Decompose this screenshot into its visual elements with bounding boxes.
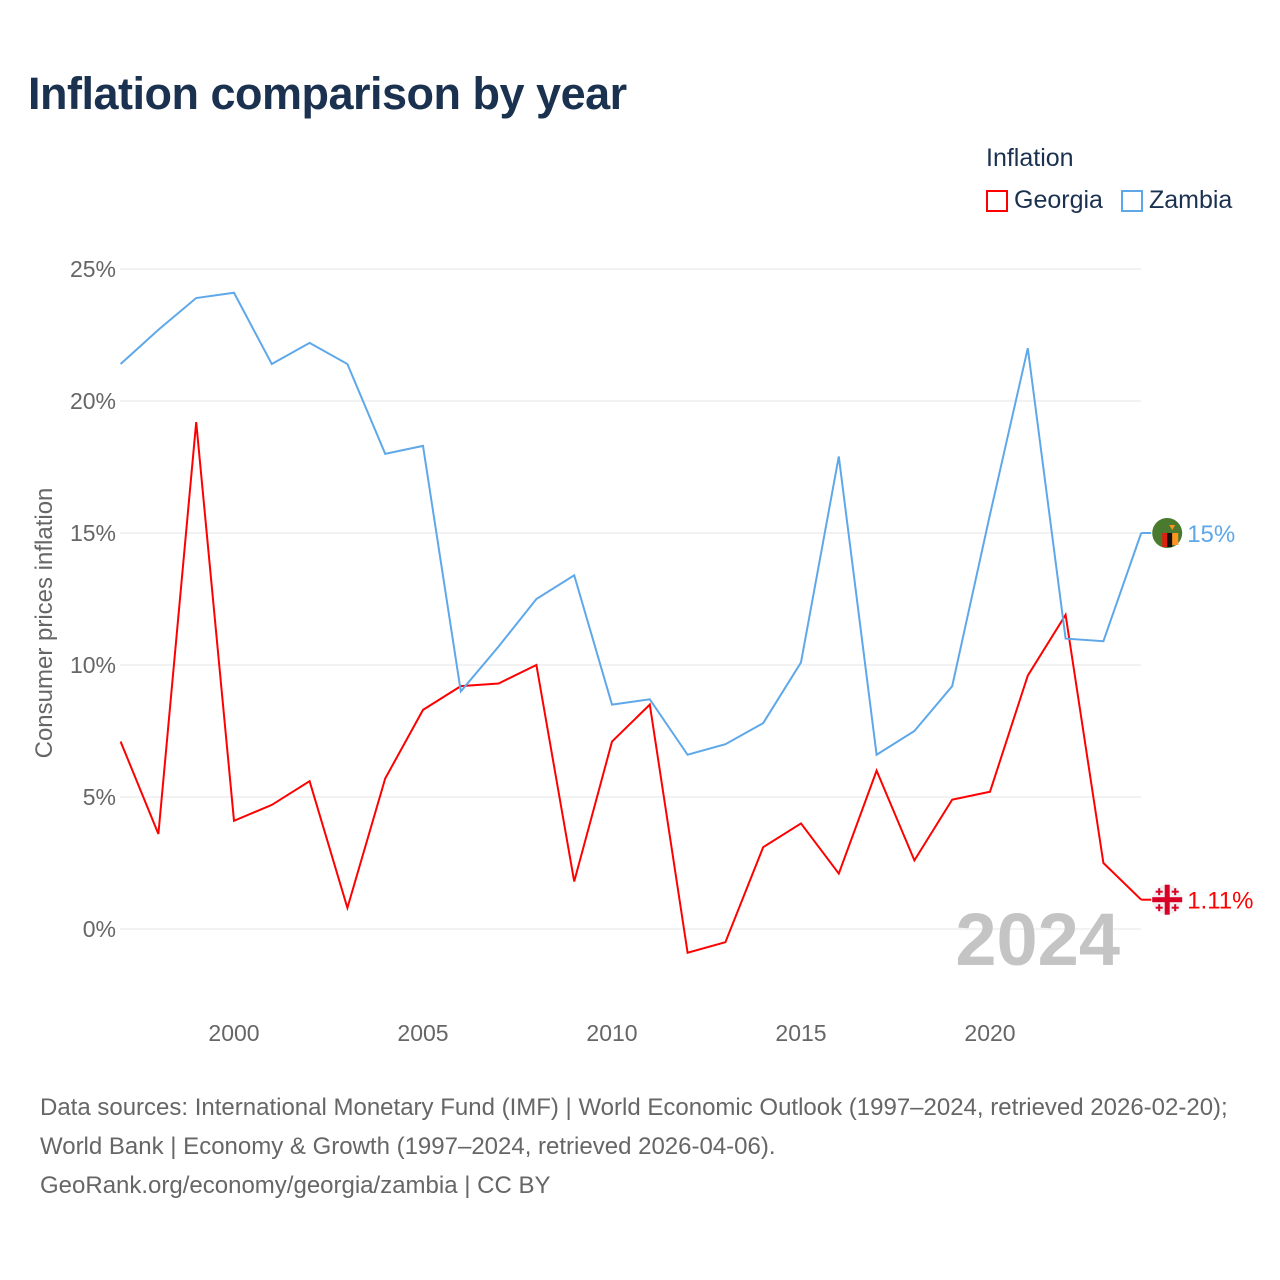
data-point-zambia [647, 697, 652, 702]
zambia-flag-red [1162, 533, 1168, 547]
data-point-georgia [232, 818, 237, 823]
legend-item-georgia[interactable]: Georgia [986, 186, 1103, 215]
data-point-zambia [269, 362, 274, 367]
zambia-flag-eagle [1169, 525, 1176, 530]
data-point-zambia [383, 451, 388, 456]
data-point-zambia [950, 684, 955, 689]
data-point-georgia [1101, 861, 1106, 866]
legend-swatch-georgia [986, 189, 1008, 212]
georgia-flag-small-cross [1155, 890, 1163, 893]
y-tick-label: 0% [83, 916, 116, 942]
zambia-flag-orange [1172, 533, 1179, 545]
end-value-label-georgia: 1.11% [1187, 888, 1253, 915]
chart-title: Inflation comparison by year [28, 68, 627, 119]
data-point-zambia [912, 729, 917, 734]
data-point-zambia [232, 290, 237, 295]
data-point-georgia [988, 789, 993, 794]
legend-item-zambia[interactable]: Zambia [1120, 186, 1233, 215]
y-tick-label: 25% [70, 256, 116, 282]
data-point-zambia [345, 362, 350, 367]
x-tick-label: 2005 [397, 1020, 448, 1046]
y-tick-label: 15% [70, 520, 116, 546]
data-point-georgia [307, 779, 312, 784]
y-tick-label: 5% [83, 784, 116, 810]
data-point-zambia [118, 362, 123, 367]
data-point-georgia [421, 707, 426, 712]
credit-link[interactable]: GeoRank.org/economy/georgia/zambia | CC … [40, 1172, 551, 1199]
end-value-label-zambia: 15% [1187, 521, 1235, 548]
data-point-georgia [496, 681, 501, 686]
legend-title: Inflation [986, 144, 1074, 172]
data-point-georgia [723, 940, 728, 945]
end-labels: 1.11% 15% [1141, 518, 1253, 915]
data-point-georgia [912, 858, 917, 863]
y-tick-label: 20% [70, 388, 116, 414]
data-point-zambia [496, 644, 501, 649]
georgia-flag-small-cross [1171, 890, 1179, 893]
data-point-georgia [874, 768, 879, 773]
data-point-zambia [194, 296, 199, 301]
data-point-zambia [723, 742, 728, 747]
data-point-zambia [610, 702, 615, 707]
data-point-zambia [761, 721, 766, 726]
georgia-flag-small-cross [1171, 906, 1179, 909]
data-point-zambia [421, 443, 426, 448]
data-point-georgia [118, 739, 123, 744]
data-point-zambia [1063, 636, 1068, 641]
grid: 0% 5% 10% 15% 20% 25% 2000 2005 2010 2015 2020 [70, 256, 1141, 1046]
data-point-georgia [1063, 612, 1068, 617]
zambia-flag-black [1167, 533, 1173, 547]
data-point-georgia [534, 663, 539, 668]
data-point-georgia [269, 802, 274, 807]
data-point-georgia [1025, 673, 1030, 678]
data-point-zambia [874, 752, 879, 757]
data-point-zambia [534, 597, 539, 602]
x-tick-label: 2015 [775, 1020, 826, 1046]
data-point-georgia [610, 739, 615, 744]
data-point-zambia [685, 752, 690, 757]
legend-swatch-zambia [1120, 189, 1143, 212]
legend-label-zambia: Zambia [1148, 186, 1233, 214]
data-point-zambia [988, 512, 993, 517]
x-tick-label: 2020 [964, 1020, 1015, 1046]
data-point-georgia [761, 845, 766, 850]
x-tick-label: 2010 [586, 1020, 637, 1046]
data-point-zambia [799, 660, 804, 665]
data-point-zambia [307, 340, 312, 345]
data-point-georgia [194, 420, 199, 425]
data-point-georgia [383, 776, 388, 781]
series-lines [118, 290, 1143, 955]
footer: Data sources: International Monetary Fun… [40, 1088, 1250, 1205]
data-point-georgia [345, 905, 350, 910]
data-point-georgia [799, 821, 804, 826]
data-point-zambia [458, 689, 463, 694]
legend-label-georgia: Georgia [1014, 186, 1103, 214]
data-point-zambia [1101, 639, 1106, 644]
data-point-georgia [950, 797, 955, 802]
x-tick-label: 2000 [208, 1020, 259, 1046]
data-point-zambia [156, 327, 161, 332]
data-point-georgia [572, 879, 577, 884]
y-axis-label: Consumer prices inflation [31, 488, 58, 759]
georgia-flag-small-cross [1155, 906, 1163, 909]
data-point-zambia [836, 454, 841, 459]
year-watermark: 2024 [955, 898, 1120, 981]
data-sources: Data sources: International Monetary Fun… [40, 1094, 1228, 1160]
data-point-georgia [685, 950, 690, 955]
series-line-zambia [119, 291, 1143, 757]
legend: Georgia Zambia [986, 186, 1232, 215]
data-point-georgia [836, 871, 841, 876]
data-point-georgia [156, 831, 161, 836]
y-tick-label: 10% [70, 652, 116, 678]
data-point-zambia [1025, 346, 1030, 351]
georgia-flag-cross-v [1164, 884, 1170, 915]
series-line-georgia [119, 422, 1142, 955]
data-point-zambia [572, 573, 577, 578]
